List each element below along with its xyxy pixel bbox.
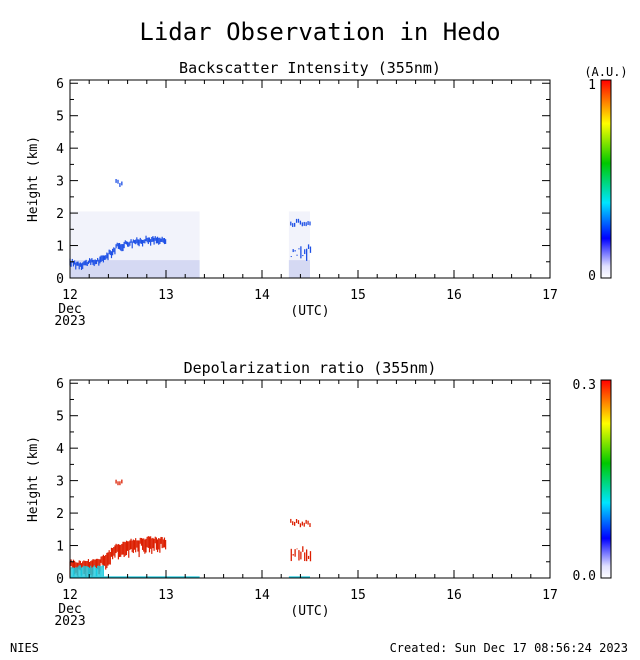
x-tick-label: 12 [62, 288, 78, 303]
x-date-month: Dec [58, 302, 81, 317]
x-tick-label: 13 [158, 288, 174, 303]
x-tick-label: 16 [446, 588, 462, 603]
x-axis-label: (UTC) [290, 304, 329, 319]
depolarization-panel: Depolarization ratio (355nm) 12 13 14 15 16 1… [26, 359, 612, 629]
x-axis-label: (UTC) [290, 604, 329, 619]
near-surface-band [288, 260, 310, 278]
y-tick-label: 3 [56, 475, 64, 490]
plot-area [69, 479, 312, 579]
y-tick-label: 2 [56, 207, 64, 222]
y-tick-label: 5 [56, 410, 64, 425]
y-tick-label: 1 [56, 240, 64, 255]
x-tick-label: 13 [158, 588, 174, 603]
y-tick-label: 4 [56, 442, 64, 457]
colorbar-max-label: 0.3 [573, 378, 596, 393]
near-surface-band [70, 260, 200, 278]
x-tick-label: 14 [254, 288, 270, 303]
y-tick-label: 5 [56, 110, 64, 125]
institution-label: NIES [10, 641, 39, 655]
y-tick-label: 1 [56, 540, 64, 555]
x-tick-label: 14 [254, 588, 270, 603]
x-tick-label: 16 [446, 288, 462, 303]
x-tick-label: 15 [350, 588, 366, 603]
x-tick-label: 12 [62, 588, 78, 603]
panel-title: Depolarization ratio (355nm) [184, 359, 437, 377]
colorbar [600, 79, 612, 279]
y-tick-label: 0 [56, 272, 64, 287]
y-tick-label: 2 [56, 507, 64, 522]
y-tick-label: 0 [56, 572, 64, 587]
created-timestamp: Created: Sun Dec 17 08:56:24 2023 [390, 641, 628, 655]
y-tick-label: 3 [56, 175, 64, 190]
figure-title: Lidar Observation in Hedo [139, 18, 500, 46]
colorbar-max-label: 1 [588, 78, 596, 93]
x-tick-label: 17 [542, 288, 558, 303]
y-tick-label: 6 [56, 377, 64, 392]
x-date-month: Dec [58, 602, 81, 617]
colorbar-min-label: 0 [588, 269, 596, 284]
colorbar-min-label: 0.0 [573, 569, 596, 584]
x-date-year: 2023 [54, 614, 85, 629]
backscatter-panel: Backscatter Intensity (355nm) 12 13 14 15 16… [26, 59, 628, 329]
x-tick-label: 15 [350, 288, 366, 303]
x-date-year: 2023 [54, 314, 85, 329]
x-tick-label: 17 [542, 588, 558, 603]
colorbar-unit: (A.U.) [584, 65, 627, 79]
y-axis-label: Height (km) [26, 136, 41, 222]
plot-frame [69, 79, 551, 279]
plot-frame [69, 379, 551, 579]
plot-area [69, 179, 312, 278]
panel-title: Backscatter Intensity (355nm) [179, 59, 441, 77]
y-tick-label: 4 [56, 142, 64, 157]
colorbar [600, 379, 612, 579]
y-axis-label: Height (km) [26, 436, 41, 522]
y-tick-label: 6 [56, 77, 64, 92]
